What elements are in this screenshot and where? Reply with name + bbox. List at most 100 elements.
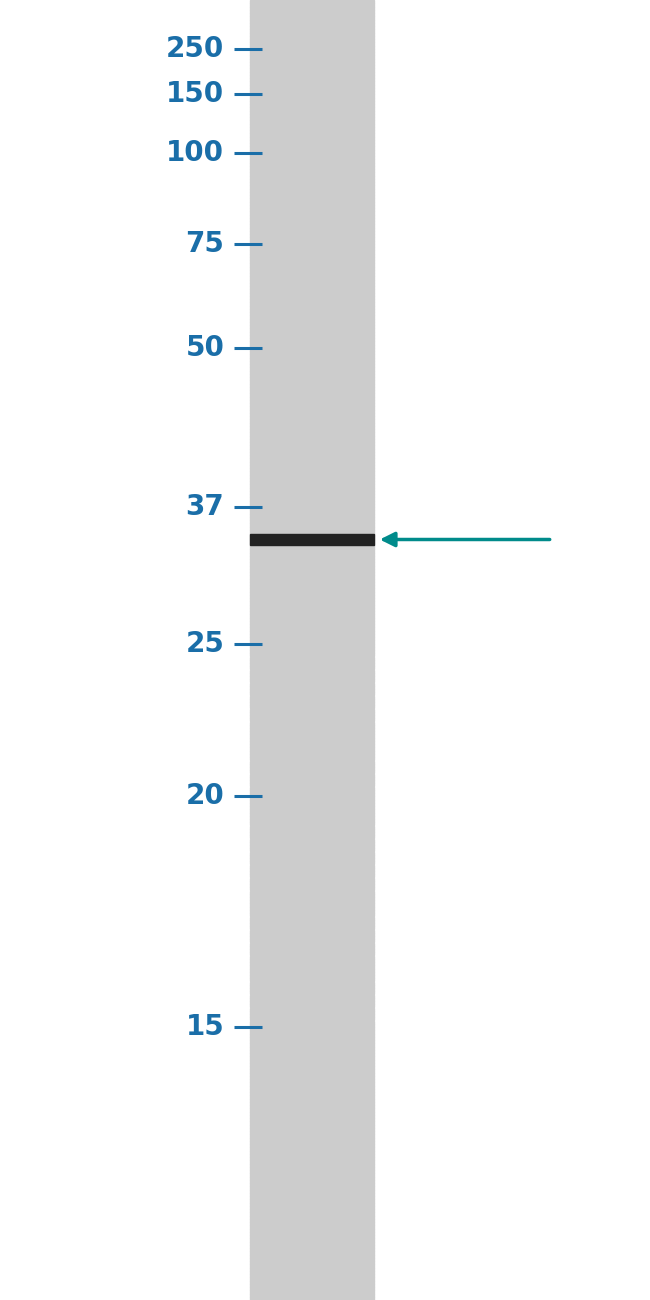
Bar: [250, 1280, 374, 1283]
Bar: [250, 1027, 374, 1030]
Bar: [250, 224, 374, 228]
Bar: [250, 296, 374, 299]
Bar: [250, 490, 374, 494]
Bar: [250, 1150, 374, 1154]
Bar: [250, 358, 374, 360]
Bar: [250, 332, 374, 334]
Bar: [250, 575, 374, 578]
Bar: [250, 1001, 374, 1004]
Bar: [250, 286, 374, 290]
Bar: [250, 1219, 374, 1222]
Text: 15: 15: [185, 1013, 224, 1041]
Bar: [250, 507, 374, 510]
Bar: [250, 1261, 374, 1264]
Bar: [250, 1216, 374, 1219]
Bar: [250, 871, 374, 874]
Bar: [250, 1082, 374, 1086]
Bar: [250, 6, 374, 9]
Bar: [250, 1115, 374, 1118]
Bar: [250, 432, 374, 436]
Bar: [250, 942, 374, 946]
Bar: [250, 29, 374, 32]
Bar: [250, 465, 374, 468]
Bar: [250, 744, 374, 747]
Bar: [250, 39, 374, 42]
Bar: [250, 978, 374, 982]
Bar: [250, 959, 374, 962]
Bar: [250, 718, 374, 722]
Bar: [250, 1294, 374, 1296]
Bar: [250, 1105, 374, 1108]
Bar: [250, 556, 374, 559]
Bar: [250, 81, 374, 84]
Bar: [250, 419, 374, 422]
Bar: [250, 1222, 374, 1225]
Bar: [250, 1014, 374, 1017]
Bar: [250, 390, 374, 393]
Bar: [250, 699, 374, 702]
Bar: [250, 1202, 374, 1206]
Bar: [250, 1242, 374, 1244]
Bar: [250, 455, 374, 459]
Bar: [250, 1043, 374, 1047]
Bar: [250, 1046, 374, 1050]
Bar: [250, 263, 374, 266]
Bar: [250, 35, 374, 39]
Bar: [250, 488, 374, 490]
Bar: [250, 1131, 374, 1134]
Bar: [250, 1186, 374, 1190]
Bar: [250, 845, 374, 848]
Bar: [250, 608, 374, 611]
Bar: [250, 393, 374, 396]
Bar: [250, 975, 374, 978]
Bar: [250, 367, 374, 370]
Bar: [250, 117, 374, 121]
Bar: [250, 836, 374, 838]
Bar: [250, 991, 374, 994]
Bar: [250, 65, 374, 68]
Bar: [250, 306, 374, 309]
Bar: [250, 598, 374, 601]
Bar: [250, 523, 374, 526]
Bar: [250, 416, 374, 419]
Bar: [250, 150, 374, 153]
Bar: [250, 1069, 374, 1072]
Bar: [250, 260, 374, 263]
Bar: [250, 634, 374, 637]
Bar: [250, 923, 374, 926]
Bar: [250, 303, 374, 306]
Bar: [250, 1196, 374, 1199]
Bar: [250, 292, 374, 296]
Bar: [250, 604, 374, 608]
Bar: [250, 280, 374, 283]
Bar: [250, 221, 374, 224]
Bar: [250, 26, 374, 29]
Bar: [250, 1092, 374, 1095]
Bar: [250, 569, 374, 572]
Bar: [250, 52, 374, 55]
Bar: [250, 628, 374, 630]
Bar: [250, 874, 374, 878]
Bar: [250, 1108, 374, 1112]
Bar: [250, 1102, 374, 1105]
Bar: [250, 1225, 374, 1228]
Bar: [250, 91, 374, 95]
Bar: [250, 497, 374, 500]
Bar: [250, 988, 374, 991]
Bar: [250, 503, 374, 507]
Bar: [250, 767, 374, 770]
Bar: [250, 722, 374, 725]
Bar: [250, 689, 374, 692]
Bar: [250, 325, 374, 328]
Bar: [250, 114, 374, 117]
Bar: [250, 406, 374, 410]
Bar: [250, 1212, 374, 1216]
Bar: [250, 202, 374, 204]
Bar: [250, 1066, 374, 1069]
Bar: [250, 250, 374, 254]
Bar: [250, 1235, 374, 1238]
Bar: [250, 1258, 374, 1261]
Bar: [250, 1020, 374, 1024]
Bar: [250, 1206, 374, 1209]
Bar: [250, 582, 374, 585]
